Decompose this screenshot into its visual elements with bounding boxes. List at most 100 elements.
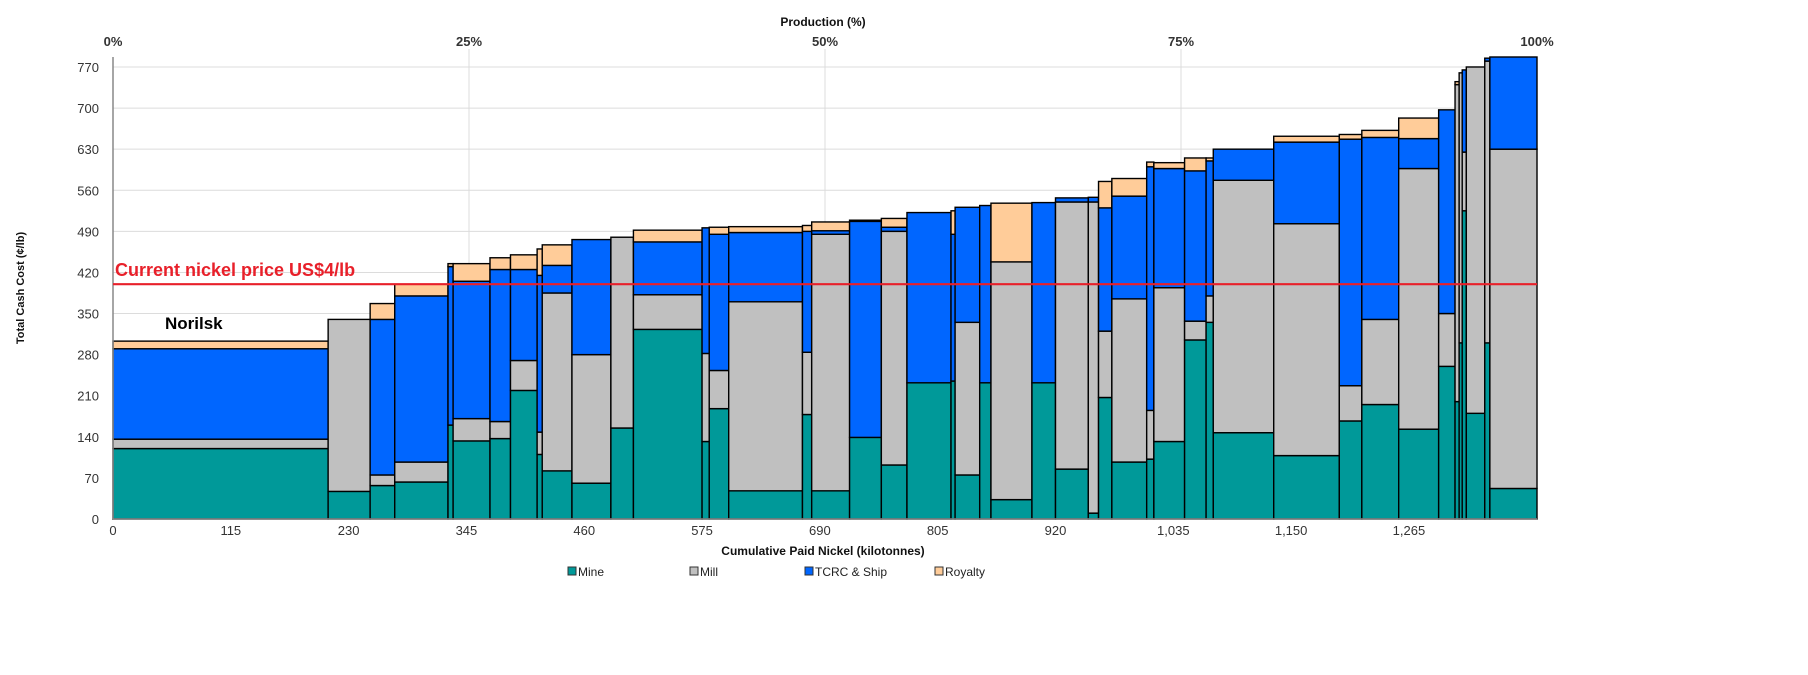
x-tick-label: 1,150 xyxy=(1275,523,1308,538)
mill-segment xyxy=(536,431,543,456)
royalty-segment xyxy=(728,225,804,234)
mill-segment xyxy=(1489,148,1538,490)
mill-segment xyxy=(954,321,981,476)
cost-bar xyxy=(1273,135,1340,520)
mill-segment xyxy=(394,461,449,483)
tcrc-ship-segment xyxy=(978,204,992,384)
x-tick-label: 345 xyxy=(456,523,478,538)
mine-segment xyxy=(1273,454,1340,520)
tcrc-ship-segment xyxy=(1361,136,1400,321)
tcrc-ship-segment xyxy=(1212,148,1275,181)
tcrc-ship-segment xyxy=(701,227,710,355)
cost-bar xyxy=(369,302,396,520)
x-tick-label: 115 xyxy=(220,523,241,538)
cost-bar xyxy=(1212,148,1275,520)
mine-segment xyxy=(1054,468,1089,520)
tcrc-ship-segment xyxy=(801,230,813,353)
mine-segment xyxy=(1212,432,1275,520)
mine-segment xyxy=(1437,365,1456,520)
top-tick-label: 25% xyxy=(456,34,482,49)
x-tick-label: 460 xyxy=(573,523,595,538)
cost-bar xyxy=(1183,157,1207,520)
tcrc-ship-segment xyxy=(1437,109,1456,315)
mill-segment xyxy=(489,420,512,440)
tcrc-ship-segment xyxy=(1397,137,1440,170)
mill-segment xyxy=(112,438,329,450)
cost-bar xyxy=(1087,196,1100,520)
mill-segment xyxy=(708,369,730,410)
top-tick-label: 50% xyxy=(812,34,838,49)
mill-segment xyxy=(571,353,612,484)
y-tick-label: 420 xyxy=(77,265,99,280)
mine-segment xyxy=(327,490,371,520)
tcrc-ship-segment xyxy=(728,231,804,303)
mill-segment xyxy=(610,236,635,429)
mine-segment xyxy=(1397,428,1440,520)
top-tick-label: 75% xyxy=(1168,34,1194,49)
bars: Norilsk xyxy=(112,56,1538,520)
mine-segment xyxy=(1465,412,1486,520)
legend: Mine Mill TCRC & Ship Royalty xyxy=(567,565,985,579)
cost-bar xyxy=(880,217,908,520)
x-tick-label: 1,265 xyxy=(1393,523,1426,538)
royalty-segment xyxy=(447,262,454,268)
royalty-segment xyxy=(801,224,813,233)
royalty-segment xyxy=(1205,157,1214,162)
mine-segment xyxy=(978,382,992,520)
mill-segment xyxy=(801,351,813,416)
mine-segment xyxy=(1338,420,1363,520)
royalty-segment xyxy=(810,221,851,232)
mill-segment xyxy=(452,417,491,442)
cost-bar xyxy=(1145,161,1155,520)
mill-segment xyxy=(1087,201,1100,514)
tcrc-ship-segment xyxy=(1087,196,1100,203)
mill-segment xyxy=(1054,201,1089,470)
tcrc-ship-segment xyxy=(112,348,329,440)
mine-segment xyxy=(1361,403,1400,520)
mill-segment xyxy=(990,261,1033,501)
mill-segment xyxy=(1465,66,1486,415)
mill-segment xyxy=(1205,295,1214,324)
royalty-segment xyxy=(1338,133,1363,140)
mine-segment xyxy=(571,482,612,520)
legend-label: Royalty xyxy=(945,565,985,579)
cost-bar xyxy=(1484,57,1491,520)
tcrc-ship-segment xyxy=(1153,167,1186,289)
mine-segment xyxy=(1097,396,1113,520)
cost-bar xyxy=(1153,161,1186,520)
cost-bar xyxy=(489,257,512,520)
mill-segment xyxy=(369,474,396,487)
cost-bar xyxy=(571,238,612,520)
y-tick-label: 490 xyxy=(77,224,99,239)
y-tick-label: 560 xyxy=(77,183,99,198)
tcrc-ship-segment xyxy=(541,264,573,294)
cost-bar xyxy=(541,244,573,520)
royalty-segment xyxy=(848,219,883,223)
mill-segment xyxy=(728,301,804,492)
mill-segment xyxy=(1484,60,1491,344)
cost-bar xyxy=(978,204,992,520)
cost-bar xyxy=(1205,157,1214,520)
y-tick-label: 350 xyxy=(77,307,99,322)
cost-bar xyxy=(708,226,730,520)
y-tick-label: 140 xyxy=(77,430,99,445)
royalty-segment xyxy=(1145,161,1155,168)
mine-segment xyxy=(906,382,952,520)
x-tick-label: 805 xyxy=(927,523,949,538)
x-tick-label: 230 xyxy=(338,523,360,538)
x-tick-label: 575 xyxy=(691,523,713,538)
mine-segment xyxy=(536,453,543,520)
mine-segment xyxy=(1111,461,1148,520)
mill-segment xyxy=(327,318,371,493)
cost-bar xyxy=(848,219,883,520)
mill-segment xyxy=(541,292,573,472)
mill-segment xyxy=(1361,318,1400,406)
mill-segment xyxy=(509,359,538,392)
royalty-segment xyxy=(541,244,573,267)
royalty-segment xyxy=(536,248,543,277)
cost-bar xyxy=(112,340,329,520)
tcrc-ship-segment xyxy=(369,318,396,476)
royalty-segment xyxy=(708,226,730,235)
top-tick-label: 100% xyxy=(1520,34,1554,49)
